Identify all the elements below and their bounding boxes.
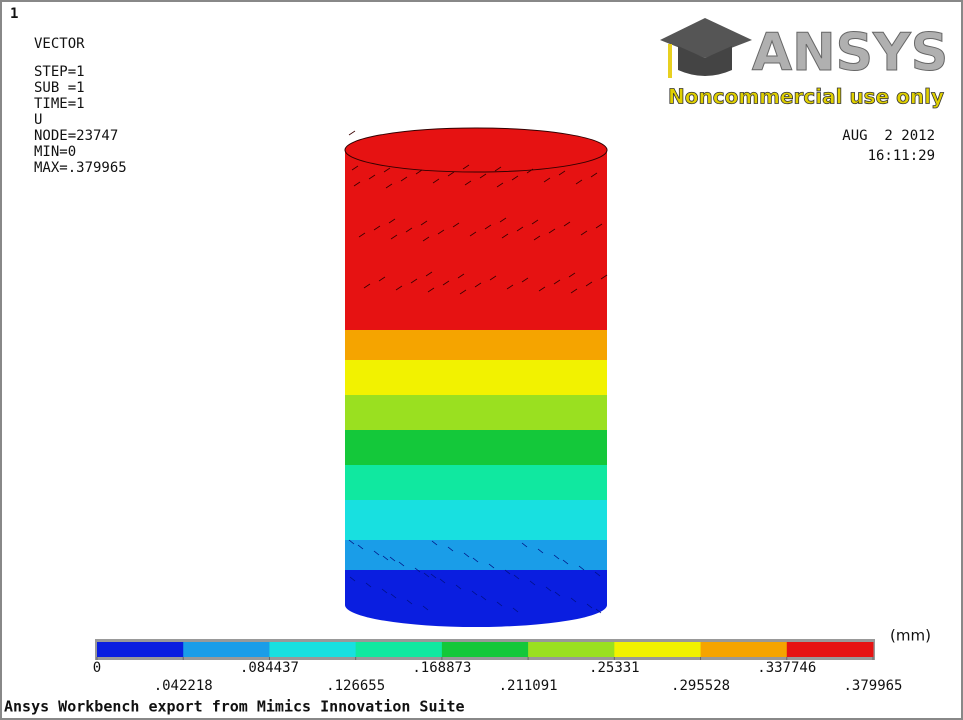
legend-swatch bbox=[787, 642, 874, 657]
legend-tick-label: .379965 bbox=[843, 678, 902, 694]
legend-tick-label: .211091 bbox=[499, 678, 558, 694]
info-line: STEP=1 bbox=[34, 64, 85, 80]
legend-tick-label: .25331 bbox=[589, 660, 640, 676]
legend-tick-label: .295528 bbox=[671, 678, 730, 694]
info-line: SUB =1 bbox=[34, 80, 85, 96]
model-top bbox=[345, 128, 607, 172]
info-line: U bbox=[34, 112, 42, 128]
legend-swatch bbox=[528, 642, 615, 657]
legend-tick-label: .126655 bbox=[326, 678, 385, 694]
logo-notice: Noncommercial use only bbox=[668, 85, 944, 109]
legend-swatch bbox=[442, 642, 529, 657]
info-line: NODE=23747 bbox=[34, 128, 118, 144]
logo: ANSYS Noncommercial use only bbox=[660, 18, 948, 109]
date: AUG 2 2012 bbox=[842, 128, 935, 144]
ansys-window: 1 VECTOR STEP=1SUB =1TIME=1UNODE=23747MIN… bbox=[0, 0, 963, 720]
model-plot bbox=[345, 128, 607, 627]
model-band bbox=[345, 570, 607, 627]
legend-tick-label: .168873 bbox=[412, 660, 471, 676]
info-line: MIN=0 bbox=[34, 144, 76, 160]
logo-brand: ANSYS bbox=[752, 23, 948, 83]
info-line: VECTOR bbox=[34, 36, 85, 52]
legend-tick-label: 0 bbox=[93, 660, 101, 676]
legend-swatch bbox=[269, 642, 356, 657]
footer: Ansys Workbench export from Mimics Innov… bbox=[4, 698, 465, 716]
info-line: TIME=1 bbox=[34, 96, 85, 112]
legend-swatch bbox=[183, 642, 270, 657]
window-number: 1 bbox=[10, 6, 18, 22]
legend-tick-label: .042218 bbox=[154, 678, 213, 694]
legend-swatch bbox=[356, 642, 443, 657]
info-line: MAX=.379965 bbox=[34, 160, 127, 176]
legend-tick-label: .084437 bbox=[240, 660, 299, 676]
legend-swatch bbox=[614, 642, 701, 657]
legend-swatch bbox=[701, 642, 788, 657]
legend-tick-label: .337746 bbox=[757, 660, 816, 676]
model-band bbox=[345, 150, 607, 352]
legend-unit: (mm) bbox=[890, 627, 931, 645]
time: 16:11:29 bbox=[868, 148, 935, 164]
legend-swatch bbox=[97, 642, 184, 657]
